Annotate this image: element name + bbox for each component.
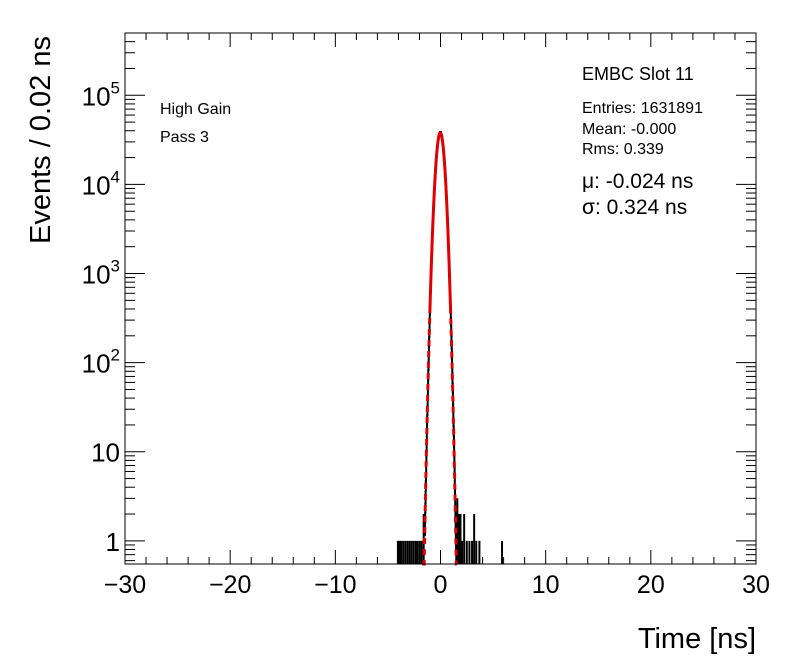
y-tick-label: 1 [106, 527, 120, 557]
histogram-layer [396, 131, 504, 564]
x-tick-label: −30 [104, 571, 146, 599]
fit-curve-solid [428, 131, 452, 309]
stat-entries: Entries: 1631891 [582, 100, 703, 117]
x-axis-ticks: −30 −20 −10 0 10 20 30 [104, 33, 770, 599]
histogram-bin [420, 540, 423, 564]
annotation-pass: Pass 3 [160, 129, 209, 146]
histogram-bin [396, 540, 399, 564]
histogram-bin [461, 540, 464, 564]
histogram-bin [501, 540, 504, 564]
histogram-bin [468, 540, 471, 564]
histogram-bin [457, 514, 460, 564]
histogram-bin [410, 540, 413, 564]
histogram-bin [475, 540, 478, 564]
histogram-bin [412, 540, 415, 564]
histogram-bin [406, 540, 409, 564]
histogram-bin [478, 540, 481, 564]
y-axis-ticks: 1 10 102 103 104 105 [82, 32, 756, 562]
y-tick-label: 102 [82, 346, 120, 379]
histogram-bin [402, 540, 405, 564]
fit-sigma: σ: 0.324 ns [582, 196, 687, 219]
histogram-bin [473, 514, 476, 564]
histogram-bin [398, 540, 401, 564]
histogram-bin [400, 540, 403, 564]
stat-mean: Mean: -0.000 [582, 121, 676, 138]
y-tick-label: 105 [82, 78, 120, 111]
histogram-bin [404, 540, 407, 564]
x-tick-label: 10 [532, 571, 560, 599]
x-tick-label: 0 [434, 571, 448, 599]
histogram-bin [465, 540, 468, 564]
histogram-bin [459, 514, 462, 564]
histogram-bin [416, 540, 419, 564]
annotation-slot: EMBC Slot 11 [582, 64, 694, 84]
x-tick-label: 20 [637, 571, 665, 599]
y-axis-label: Events / 0.02 ns [25, 36, 57, 244]
histogram-bin [463, 514, 466, 564]
x-tick-label: −10 [314, 571, 356, 599]
y-tick-label: 10 [91, 438, 120, 468]
histogram-bin [471, 540, 474, 564]
histogram-bin [408, 540, 411, 564]
stat-rms: Rms: 0.339 [582, 141, 664, 158]
fit-curve-dashed-right [448, 307, 458, 566]
histogram-bin [456, 498, 459, 564]
y-tick-label: 104 [82, 167, 120, 200]
annotation-high-gain: High Gain [160, 101, 231, 118]
x-tick-label: −20 [209, 571, 251, 599]
x-tick-label: 30 [742, 571, 770, 599]
histogram-bin [414, 540, 417, 564]
y-tick-label: 103 [82, 257, 120, 290]
x-axis-label: Time [ns] [638, 623, 756, 655]
histogram-bin [418, 540, 421, 564]
fit-mu: μ: -0.024 ns [582, 170, 693, 193]
